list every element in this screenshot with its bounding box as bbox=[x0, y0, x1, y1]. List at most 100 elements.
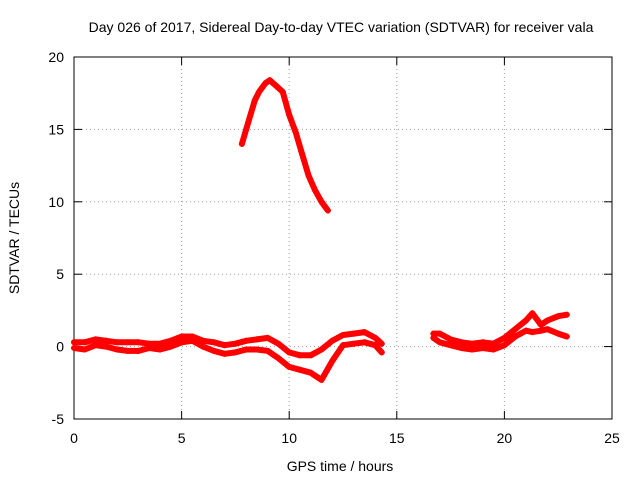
data-point bbox=[256, 88, 263, 95]
data-point bbox=[157, 346, 164, 353]
data-point bbox=[447, 342, 454, 349]
series-0 bbox=[238, 77, 331, 214]
data-point bbox=[296, 366, 303, 373]
data-point bbox=[71, 339, 77, 346]
data-point bbox=[361, 329, 368, 336]
y-tick-label: 20 bbox=[48, 49, 64, 65]
y-axis-label: SDTVAR / TECUs bbox=[6, 182, 22, 294]
data-point bbox=[264, 334, 271, 341]
data-point bbox=[436, 330, 443, 337]
data-point bbox=[167, 337, 174, 344]
data-point bbox=[232, 340, 239, 347]
axis-ticks: 0 5 10 15 20 25 -5 0 5 10 15 20 bbox=[48, 49, 620, 446]
data-point bbox=[529, 310, 536, 317]
data-point bbox=[266, 77, 273, 84]
data-point bbox=[221, 350, 228, 357]
data-point bbox=[286, 363, 293, 370]
data-point bbox=[537, 321, 544, 328]
data-point bbox=[378, 349, 385, 356]
data-point bbox=[458, 339, 465, 346]
data-point bbox=[178, 339, 185, 346]
data-point bbox=[563, 311, 570, 318]
x-tick-label: 25 bbox=[604, 430, 620, 446]
data-point bbox=[307, 369, 314, 376]
data-point bbox=[124, 339, 131, 346]
data-point bbox=[103, 337, 110, 344]
data-point bbox=[555, 313, 562, 320]
data-point bbox=[189, 337, 196, 344]
y-tick-label: 15 bbox=[48, 121, 64, 137]
data-point bbox=[92, 342, 99, 349]
data-point bbox=[114, 339, 121, 346]
data-point bbox=[273, 82, 280, 89]
y-tick-label: 10 bbox=[48, 194, 64, 210]
data-point bbox=[286, 349, 293, 356]
x-axis-label: GPS time / hours bbox=[287, 458, 394, 474]
series-3 bbox=[430, 310, 570, 347]
x-tick-label: 15 bbox=[389, 430, 405, 446]
plot-frame bbox=[73, 56, 613, 420]
data-point bbox=[135, 347, 142, 354]
data-point bbox=[512, 326, 519, 333]
data-point bbox=[71, 345, 77, 352]
data-point bbox=[324, 207, 331, 214]
data-point bbox=[372, 334, 379, 341]
data-point bbox=[537, 327, 544, 334]
series-4 bbox=[430, 326, 570, 353]
data-point bbox=[563, 333, 570, 340]
data-point bbox=[479, 345, 486, 352]
data-point bbox=[262, 80, 269, 87]
data-point bbox=[469, 346, 476, 353]
data-point bbox=[157, 340, 164, 347]
data-point bbox=[447, 336, 454, 343]
data-point bbox=[210, 347, 217, 354]
data-point bbox=[501, 334, 508, 341]
data-point bbox=[529, 329, 536, 336]
data-point bbox=[243, 346, 250, 353]
data-point bbox=[253, 336, 260, 343]
data-point bbox=[522, 317, 529, 324]
data-point bbox=[124, 347, 131, 354]
data-point bbox=[81, 346, 88, 353]
data-point bbox=[305, 172, 312, 179]
y-tick-label: 0 bbox=[56, 339, 64, 355]
data-point bbox=[544, 317, 551, 324]
data-point bbox=[245, 119, 252, 126]
data-point bbox=[340, 332, 346, 339]
data-point bbox=[361, 339, 368, 346]
data-point bbox=[200, 337, 207, 344]
data-point bbox=[167, 343, 174, 350]
data-point bbox=[275, 355, 282, 362]
data-point bbox=[135, 339, 142, 346]
series-2 bbox=[71, 337, 385, 383]
y-tick-label: 5 bbox=[56, 266, 64, 282]
data-point bbox=[103, 343, 110, 350]
data-point bbox=[114, 346, 121, 353]
data-point bbox=[458, 345, 465, 352]
data-point bbox=[350, 340, 357, 347]
data-point bbox=[318, 376, 325, 383]
data-point bbox=[286, 111, 293, 118]
x-tick-label: 10 bbox=[281, 430, 297, 446]
data-point bbox=[253, 346, 260, 353]
data-point bbox=[512, 333, 519, 340]
data-point bbox=[329, 337, 336, 344]
series-1 bbox=[71, 329, 385, 359]
data-point bbox=[312, 187, 319, 194]
data-point bbox=[544, 326, 551, 333]
data-point bbox=[275, 340, 282, 347]
data-point bbox=[340, 342, 346, 349]
data-point bbox=[372, 342, 379, 349]
data-point bbox=[318, 198, 325, 205]
data-point bbox=[307, 352, 314, 359]
data-point bbox=[329, 358, 336, 365]
data-point bbox=[299, 151, 306, 158]
data-point bbox=[81, 339, 88, 346]
data-point bbox=[479, 339, 486, 346]
data-point bbox=[318, 346, 325, 353]
x-tick-label: 0 bbox=[70, 430, 78, 446]
y-tick-label: -5 bbox=[52, 411, 65, 427]
chart-title: Day 026 of 2017, Sidereal Day-to-day VTE… bbox=[89, 19, 594, 35]
